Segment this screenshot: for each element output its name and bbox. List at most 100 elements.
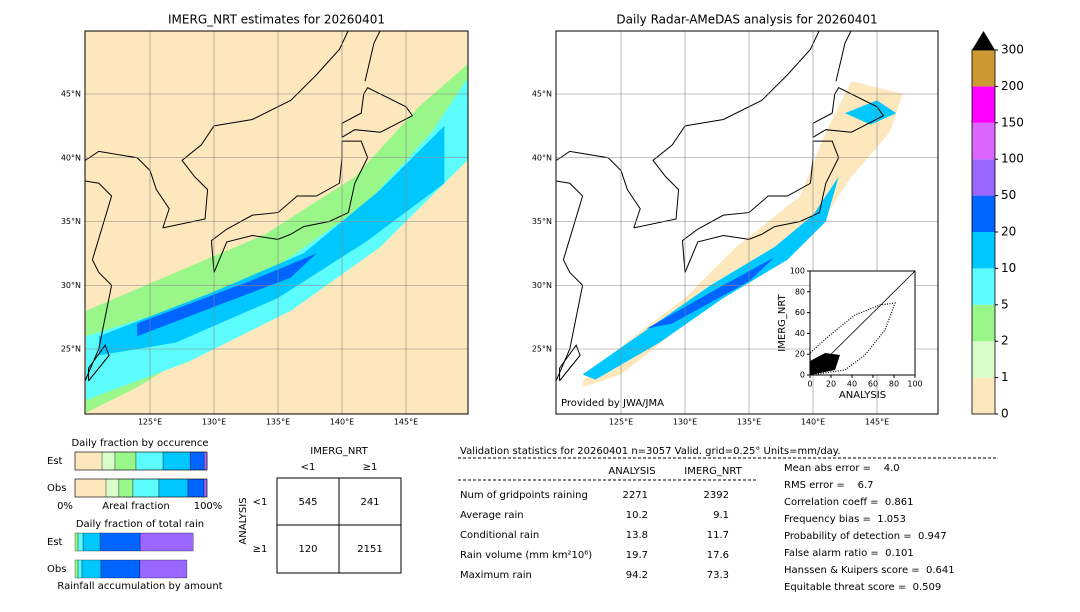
fraction-segment bbox=[203, 478, 208, 498]
y-tick-label: 60 bbox=[795, 308, 805, 317]
score-line: Mean abs error = 4.0 bbox=[784, 463, 900, 474]
lat-label: 25°N bbox=[61, 345, 81, 354]
fraction-segment bbox=[139, 559, 188, 579]
rain-area bbox=[582, 176, 839, 380]
colorbar-segment bbox=[972, 304, 995, 342]
row-label: ≥1 bbox=[253, 544, 268, 555]
score-line: False alarm ratio = 0.101 bbox=[784, 548, 914, 559]
score-line: Equitable threat score = 0.509 bbox=[784, 582, 941, 593]
lat-label: 35°N bbox=[532, 217, 552, 226]
fraction-segment bbox=[187, 478, 205, 498]
score-line: Correlation coeff = 0.861 bbox=[784, 497, 914, 508]
colorbar-tick-label: 1 bbox=[1001, 370, 1009, 384]
column-title: IMERG_NRT bbox=[310, 446, 368, 457]
fraction-segment bbox=[203, 451, 208, 471]
table-cell: 241 bbox=[360, 497, 379, 508]
colorbar-segment bbox=[972, 341, 995, 378]
stat-label: Rain volume (mm km²10⁶) bbox=[460, 550, 592, 561]
row-label: Est bbox=[47, 537, 63, 548]
lon-label: 130°E bbox=[202, 418, 226, 427]
lat-label: 25°N bbox=[532, 345, 552, 354]
lon-label: 145°E bbox=[865, 418, 889, 427]
lat-label: 40°N bbox=[532, 153, 552, 162]
colorbar-segment bbox=[972, 232, 995, 269]
lon-label: 140°E bbox=[330, 418, 354, 427]
panel-title: Daily fraction of total rain bbox=[76, 519, 204, 530]
x-tick-label: 40 bbox=[847, 380, 857, 389]
bar-frame bbox=[74, 478, 208, 498]
axis-end-label: 0% bbox=[57, 501, 73, 512]
coastline bbox=[364, 31, 381, 82]
lon-label: 125°E bbox=[609, 418, 633, 427]
fraction-segment bbox=[158, 478, 189, 498]
bar-frame bbox=[74, 451, 208, 471]
lat-label: 35°N bbox=[61, 217, 81, 226]
x-tick-label: 20 bbox=[826, 380, 836, 389]
colorbar-extend bbox=[972, 31, 995, 50]
lat-label: 40°N bbox=[61, 153, 81, 162]
map-area bbox=[85, 31, 468, 414]
x-tick-label: 60 bbox=[868, 380, 878, 389]
fraction-segment bbox=[81, 559, 102, 579]
column-header: IMERG_NRT bbox=[684, 466, 742, 477]
lon-label: 140°E bbox=[801, 418, 825, 427]
coastline bbox=[85, 150, 170, 383]
stat-value: 13.8 bbox=[626, 530, 648, 541]
coastline bbox=[213, 31, 349, 127]
stat-value: 2392 bbox=[704, 490, 729, 501]
fraction-segment bbox=[74, 559, 79, 579]
column-header: ANALYSIS bbox=[608, 466, 655, 477]
lon-label: 125°E bbox=[138, 418, 162, 427]
lat-label: 30°N bbox=[532, 281, 552, 290]
fraction-segment bbox=[105, 478, 120, 498]
map-frame bbox=[84, 30, 469, 415]
colorbar-tick-label: 50 bbox=[1001, 188, 1016, 202]
fraction-segment bbox=[101, 451, 116, 471]
colorbar-tick-label: 0 bbox=[1001, 407, 1009, 421]
fraction-segment bbox=[74, 478, 107, 498]
fraction-segment bbox=[99, 532, 141, 552]
y-axis-label: IMERG_NRT bbox=[777, 293, 788, 351]
coastline bbox=[341, 86, 414, 138]
stat-value: 11.7 bbox=[707, 530, 729, 541]
x-tick-label: 80 bbox=[889, 380, 899, 389]
y-tick-label: 40 bbox=[795, 329, 805, 338]
y-tick-label: 0 bbox=[800, 371, 805, 380]
row-title: ANALYSIS bbox=[238, 497, 249, 544]
colorbar-tick-label: 100 bbox=[1001, 152, 1024, 166]
scatter-core bbox=[810, 353, 840, 375]
rain-area bbox=[98, 125, 445, 356]
lon-label: 145°E bbox=[394, 418, 418, 427]
lat-label: 45°N bbox=[61, 90, 81, 99]
stat-value: 2271 bbox=[623, 490, 648, 501]
colorbar-segment bbox=[972, 377, 995, 414]
fraction-segment bbox=[132, 478, 160, 498]
colorbar-tick-label: 150 bbox=[1001, 115, 1024, 129]
map-frame bbox=[555, 30, 939, 415]
colorbar-tick-label: 10 bbox=[1001, 261, 1016, 275]
fraction-segment bbox=[135, 451, 164, 471]
score-line: RMS error = 6.7 bbox=[784, 480, 874, 491]
score-line: Hanssen & Kuipers score = 0.641 bbox=[784, 565, 955, 576]
coastline bbox=[835, 31, 852, 82]
y-tick-label: 80 bbox=[795, 287, 805, 296]
colorbar-segment bbox=[972, 86, 995, 123]
coastline bbox=[162, 125, 215, 229]
stat-value: 73.3 bbox=[707, 570, 729, 581]
panel-footer: Rainfall accumulation by amount bbox=[57, 581, 222, 592]
lon-label: 130°E bbox=[673, 418, 697, 427]
colorbar-tick-label: 200 bbox=[1001, 79, 1024, 93]
rain-area bbox=[845, 100, 897, 125]
colorbar-segment bbox=[972, 159, 995, 196]
rain-area bbox=[646, 257, 775, 329]
panel-title: Daily fraction by occurence bbox=[71, 438, 208, 449]
coastline bbox=[684, 31, 820, 127]
fraction-segment bbox=[82, 532, 101, 552]
stat-value: 17.6 bbox=[707, 550, 729, 561]
stat-label: Maximum rain bbox=[460, 570, 532, 581]
colorbar-segment bbox=[972, 122, 995, 160]
fraction-segment bbox=[162, 451, 191, 471]
colorbar-segment bbox=[972, 50, 995, 87]
x-axis-label: ANALYSIS bbox=[839, 390, 886, 401]
row-label: Est bbox=[47, 456, 63, 467]
